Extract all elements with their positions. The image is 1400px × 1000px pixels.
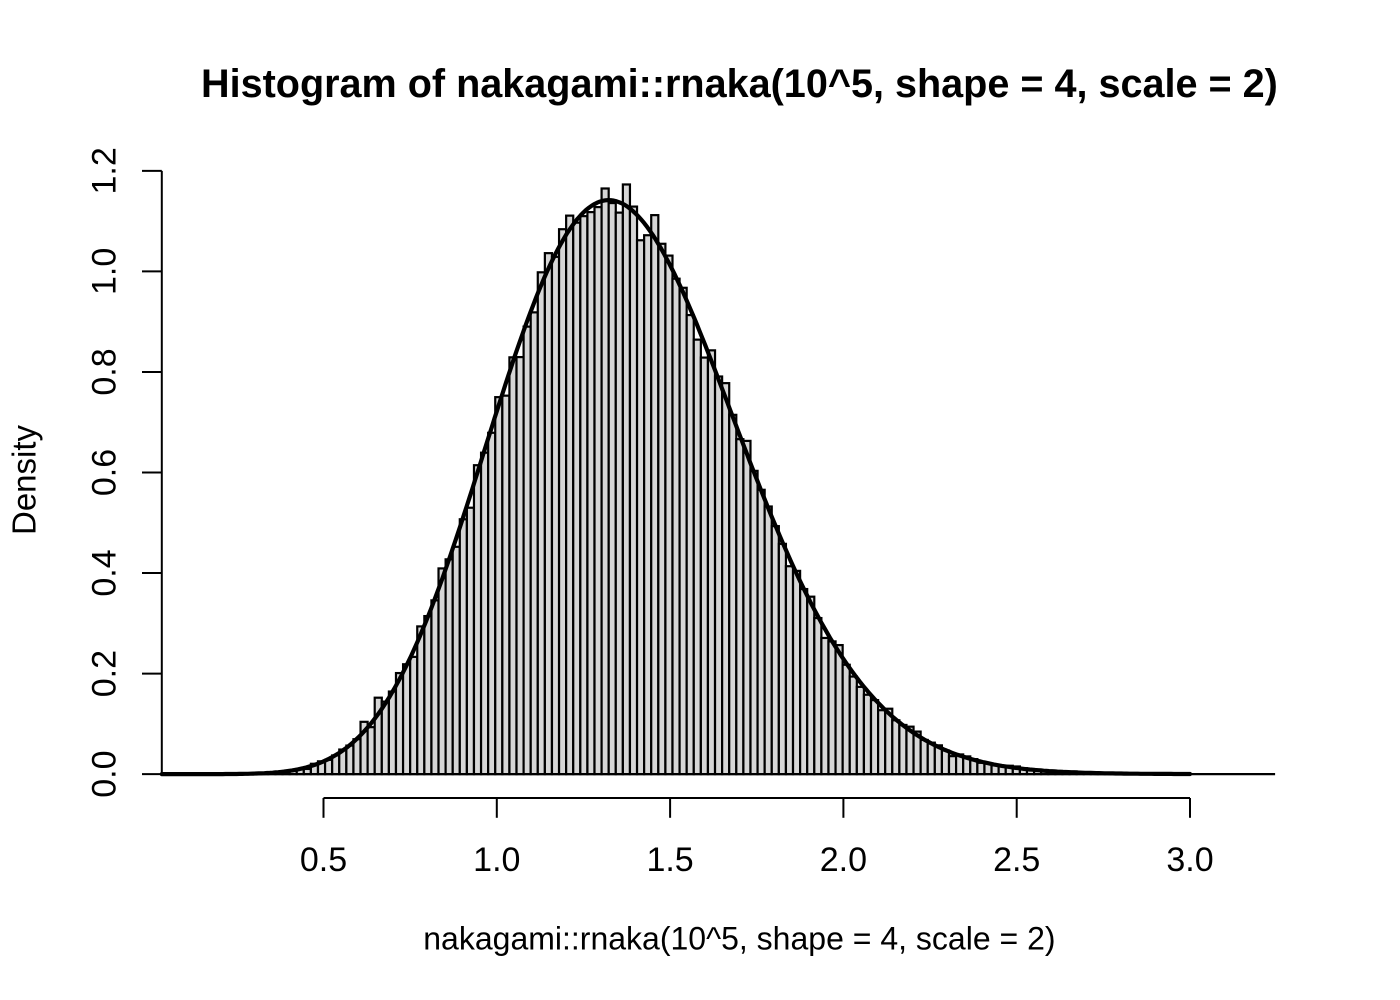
svg-text:0.5: 0.5: [300, 841, 347, 879]
svg-text:0.8: 0.8: [86, 348, 124, 395]
svg-text:nakagami::rnaka(10^5, shape =: nakagami::rnaka(10^5, shape = 4, scale =…: [423, 920, 1055, 956]
svg-text:0.4: 0.4: [86, 549, 124, 596]
svg-text:3.0: 3.0: [1166, 841, 1213, 879]
svg-text:0.0: 0.0: [86, 750, 124, 797]
svg-text:0.2: 0.2: [86, 650, 124, 697]
svg-text:0.6: 0.6: [86, 449, 124, 496]
svg-text:1.2: 1.2: [86, 147, 124, 194]
svg-text:2.0: 2.0: [820, 841, 867, 879]
svg-text:2.5: 2.5: [993, 841, 1040, 879]
svg-text:1.0: 1.0: [86, 248, 124, 295]
svg-text:1.5: 1.5: [646, 841, 693, 879]
svg-text:Density: Density: [6, 424, 43, 535]
svg-text:1.0: 1.0: [473, 841, 520, 879]
svg-text:Histogram of nakagami::rnaka(1: Histogram of nakagami::rnaka(10^5, shape…: [201, 62, 1278, 106]
